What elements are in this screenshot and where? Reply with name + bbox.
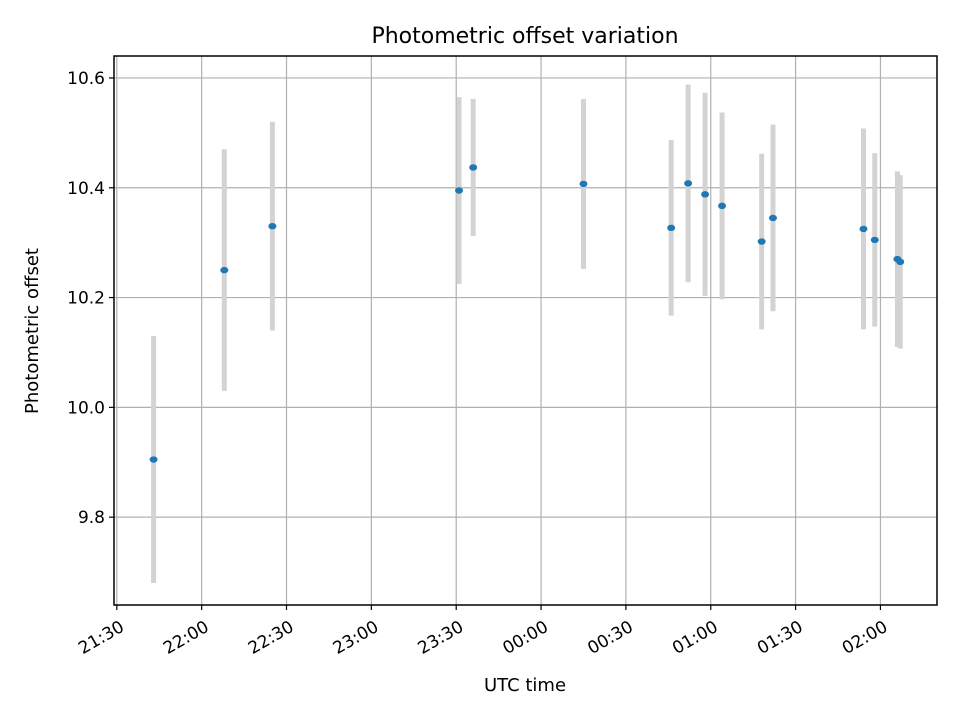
data-point-5 [469, 164, 478, 171]
y-tick-label: 9.8 [78, 508, 105, 528]
data-point-10 [718, 202, 727, 210]
chart-title: Photometric offset variation [371, 24, 678, 49]
y-tick-label: 10.6 [67, 69, 105, 89]
x-tick-label: 22:30 [245, 617, 297, 659]
data-point-14 [870, 236, 879, 244]
data-points [149, 164, 905, 463]
y-axis-label: Photometric offset [22, 248, 43, 414]
data-point-9 [701, 191, 710, 198]
data-point-1 [149, 456, 158, 463]
x-tick-label: 00:30 [584, 617, 636, 659]
x-tick-label: 01:00 [669, 617, 721, 659]
data-point-6 [579, 180, 588, 188]
x-tick-label: 23:30 [415, 617, 467, 659]
error-bars [151, 84, 903, 584]
data-point-13 [859, 225, 868, 233]
x-tick-label: 22:00 [160, 617, 212, 659]
data-point-7 [667, 224, 676, 232]
y-tick-label: 10.4 [67, 179, 105, 199]
data-point-12 [768, 214, 777, 222]
data-point-11 [757, 238, 766, 245]
data-point-16 [896, 258, 905, 266]
x-axis-ticks: 21:30 22:00 22:30 23:00 23:30 00:00 00:30 01:00… [75, 605, 891, 659]
y-tick-label: 10.2 [67, 289, 105, 309]
y-tick-label: 10.0 [67, 398, 105, 418]
x-tick-label: 23:00 [330, 617, 382, 659]
data-point-3 [268, 222, 277, 230]
x-tick-label: 01:30 [754, 617, 806, 659]
x-tick-label: 21:30 [75, 617, 127, 659]
data-point-4 [455, 187, 464, 194]
x-tick-label: 00:00 [499, 617, 551, 659]
x-axis-label: UTC time [484, 675, 566, 696]
x-tick-label: 02:00 [839, 617, 891, 659]
y-axis-ticks: 9.8 10.0 10.2 10.4 10.6 [67, 69, 114, 528]
data-point-8 [684, 180, 693, 187]
data-point-2 [220, 266, 229, 274]
grid [114, 56, 937, 605]
plot-area-frame [113, 55, 938, 606]
